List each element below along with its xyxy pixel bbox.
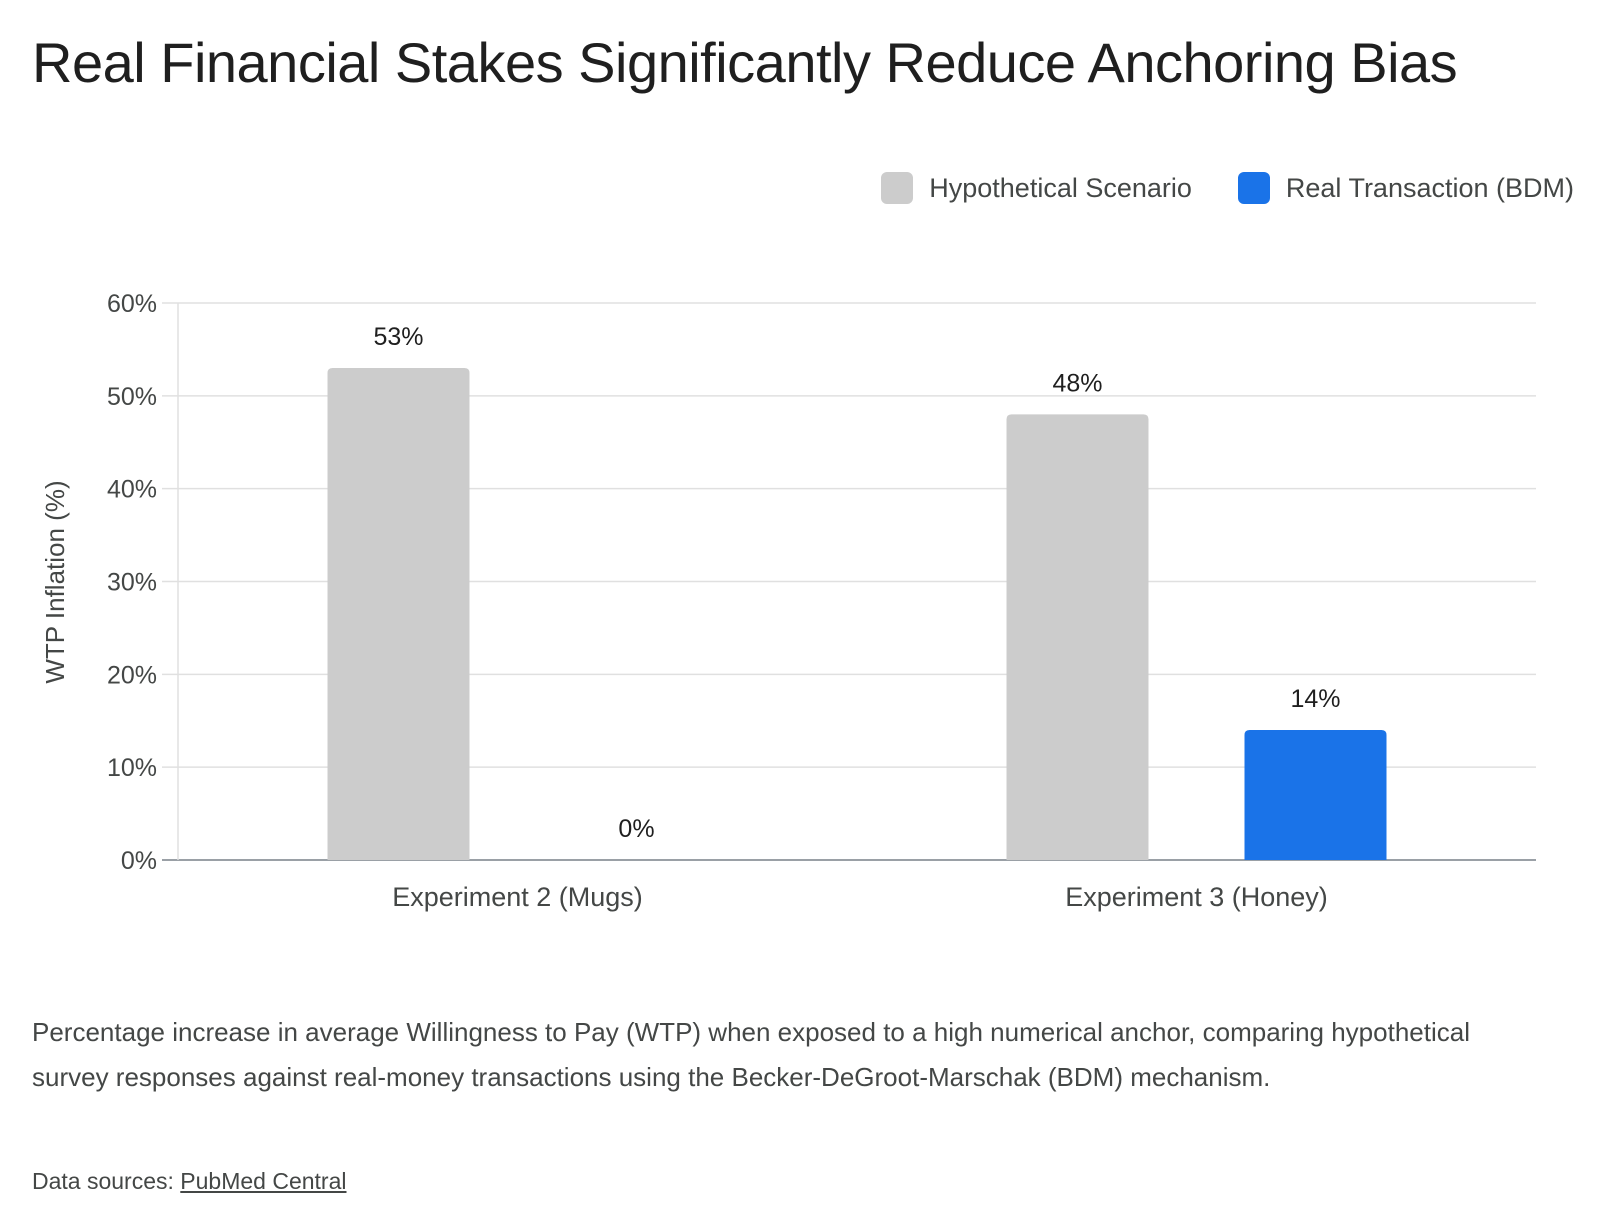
data-label: 48% <box>1052 369 1102 397</box>
data-label: 14% <box>1290 685 1340 713</box>
y-axis-title: WTP Inflation (%) <box>40 480 70 683</box>
legend-label-real: Real Transaction (BDM) <box>1285 172 1574 203</box>
y-tick-label: 40% <box>107 476 157 504</box>
y-tick-label: 10% <box>107 754 157 782</box>
y-tick-label: 30% <box>107 569 157 597</box>
data-label: 53% <box>373 323 423 351</box>
bar <box>1244 730 1387 860</box>
legend-swatch-real <box>1237 172 1270 204</box>
chart-title: Real Financial Stakes Significantly Redu… <box>32 31 1458 94</box>
data-sources-prefix: Data sources: <box>32 1168 181 1194</box>
y-tick-label: 50% <box>107 383 157 411</box>
x-tick-label: Experiment 2 (Mugs) <box>392 882 643 912</box>
legend-item-real[interactable]: Real Transaction (BDM) <box>1237 172 1574 204</box>
bar <box>327 367 470 860</box>
bar <box>1006 414 1149 860</box>
legend-swatch-hypothetical <box>881 172 914 204</box>
data-source-link[interactable]: PubMed Central <box>180 1168 347 1194</box>
data-label: 0% <box>618 815 654 843</box>
y-tick-label: 0% <box>121 847 157 875</box>
chart-caption: Percentage increase in average Willingne… <box>32 1017 1470 1092</box>
data-sources: Data sources: PubMed Central <box>32 1168 347 1195</box>
x-tick-label: Experiment 3 (Honey) <box>1065 882 1328 912</box>
bar-chart: 0% 10% 20% 30% 40% 50% 60% WTP Inflation (%) 53%… <box>40 290 1536 912</box>
y-tick-label: 20% <box>107 661 157 689</box>
legend-label-hypothetical: Hypothetical Scenario <box>929 172 1192 203</box>
legend-item-hypothetical[interactable]: Hypothetical Scenario <box>881 172 1192 204</box>
y-tick-label: 60% <box>107 290 157 318</box>
legend: Hypothetical Scenario Real Transaction (… <box>835 172 1574 204</box>
